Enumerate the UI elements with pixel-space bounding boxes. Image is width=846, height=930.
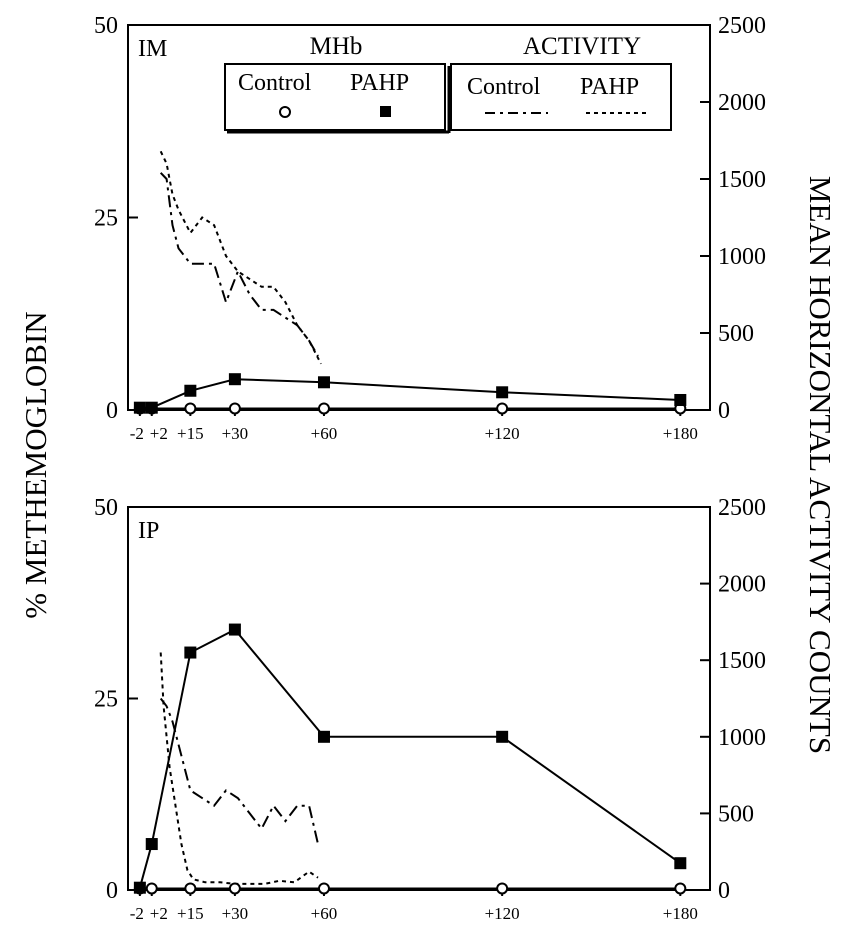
im-mhb-pahp-point bbox=[496, 386, 509, 399]
ip-x-tick-label: +180 bbox=[663, 904, 698, 923]
ip-x-tick-label: +60 bbox=[311, 904, 338, 923]
im-mhb-pahp-point bbox=[228, 373, 241, 386]
im-x-tick-label: +120 bbox=[485, 424, 520, 443]
legend-mhb-control-marker bbox=[279, 106, 291, 118]
ip-right-tick-label: 0 bbox=[718, 878, 730, 904]
ip-x-tick-label: +120 bbox=[485, 904, 520, 923]
im-mhb-control-point bbox=[496, 402, 509, 415]
im-left-tick-label: 25 bbox=[94, 206, 118, 232]
ip-left-tick-label: 25 bbox=[94, 687, 118, 713]
ip-mhb-pahp-point bbox=[145, 838, 158, 851]
ip-panel-label: IP bbox=[138, 518, 159, 544]
im-x-tick-label: +2 bbox=[150, 424, 168, 443]
im-mhb-control-point bbox=[184, 402, 197, 415]
im-right-tick-label: 500 bbox=[718, 321, 754, 347]
ip-right-tick-label: 1000 bbox=[718, 725, 766, 751]
im-x-tick-label: +15 bbox=[177, 424, 204, 443]
im-x-tick-label: +180 bbox=[663, 424, 698, 443]
im-mhb-pahp-point bbox=[317, 376, 330, 389]
ip-plot-frame bbox=[127, 506, 711, 891]
ip-mhb-pahp-point bbox=[228, 623, 241, 636]
ip-mhb-pahp-point bbox=[184, 646, 197, 659]
ip-mhb-pahp-line bbox=[138, 628, 681, 888]
ip-left-tick-label: 0 bbox=[106, 878, 118, 904]
im-right-tick-label: 0 bbox=[718, 398, 730, 424]
ip-right-tick-label: 1500 bbox=[718, 648, 766, 674]
ip-mhb-pahp-point bbox=[674, 857, 687, 870]
legend-mhb-pahp-marker bbox=[380, 106, 391, 117]
ip-activity-pahp-line bbox=[159, 652, 319, 885]
im-mhb-pahp-point bbox=[145, 401, 158, 414]
im-right-tick-label: 1000 bbox=[718, 244, 766, 270]
ip-activity-control-line bbox=[159, 697, 319, 845]
im-activity-pahp-line bbox=[159, 150, 322, 365]
legend-activity-pahp-label: PAHP bbox=[580, 74, 639, 100]
ip-mhb-pahp-point bbox=[496, 730, 509, 743]
im-right-tick-label: 1500 bbox=[718, 167, 766, 193]
im-x-tick-label: +60 bbox=[311, 424, 338, 443]
im-mhb-control-point bbox=[228, 402, 241, 415]
legend-activity-control-label: Control bbox=[467, 74, 541, 100]
legend-activity-title: ACTIVITY bbox=[523, 33, 641, 60]
legend-mhb-title: MHb bbox=[310, 33, 363, 60]
ip-x-tick-label: +15 bbox=[177, 904, 204, 923]
ip-mhb-control-point bbox=[145, 882, 158, 895]
im-mhb-control-point bbox=[317, 402, 330, 415]
legend-activity-box bbox=[450, 63, 672, 131]
ip-x-tick-label: -2 bbox=[130, 904, 144, 923]
ip-mhb-control-point bbox=[674, 882, 687, 895]
left-axis-label: % METHEMOGLOBIN bbox=[18, 311, 53, 618]
ip-right-tick-label: 2500 bbox=[718, 495, 766, 521]
ip-right-tick-label: 2000 bbox=[718, 572, 766, 598]
legend-mhb-control-label: Control bbox=[238, 70, 312, 96]
im-mhb-pahp-point bbox=[674, 393, 687, 406]
ip-x-tick-label: +2 bbox=[150, 904, 168, 923]
ip-mhb-control-point bbox=[496, 882, 509, 895]
im-panel-label: IM bbox=[138, 36, 167, 62]
legend: MHb ACTIVITY Control PAHP Control PAHP bbox=[224, 33, 672, 134]
im-x-tick-label: -2 bbox=[130, 424, 144, 443]
ip-mhb-control-point bbox=[184, 882, 197, 895]
ip-left-tick-label: 50 bbox=[94, 495, 118, 521]
ip-x-tick-label: +30 bbox=[222, 904, 249, 923]
im-x-tick-label: +30 bbox=[222, 424, 249, 443]
ip-mhb-pahp-point bbox=[317, 730, 330, 743]
legend-mhb-box bbox=[224, 63, 446, 131]
legend-mhb-pahp-label: PAHP bbox=[350, 70, 409, 96]
im-mhb-pahp-point bbox=[133, 401, 146, 414]
im-right-tick-label: 2500 bbox=[718, 13, 766, 39]
ip-mhb-control-point bbox=[317, 882, 330, 895]
im-mhb-pahp-line bbox=[139, 378, 681, 409]
im-right-tick-label: 2000 bbox=[718, 90, 766, 116]
im-activity-control-line bbox=[159, 172, 319, 357]
ip-mhb-control-point bbox=[228, 882, 241, 895]
im-left-tick-label: 0 bbox=[106, 398, 118, 424]
ip-right-tick-label: 500 bbox=[718, 801, 754, 827]
right-axis-label: MEAN HORIZONTAL ACTIVITY COUNTS bbox=[803, 176, 838, 754]
im-left-tick-label: 50 bbox=[94, 13, 118, 39]
im-mhb-pahp-point bbox=[184, 384, 197, 397]
ip-mhb-pahp-point bbox=[133, 881, 146, 894]
